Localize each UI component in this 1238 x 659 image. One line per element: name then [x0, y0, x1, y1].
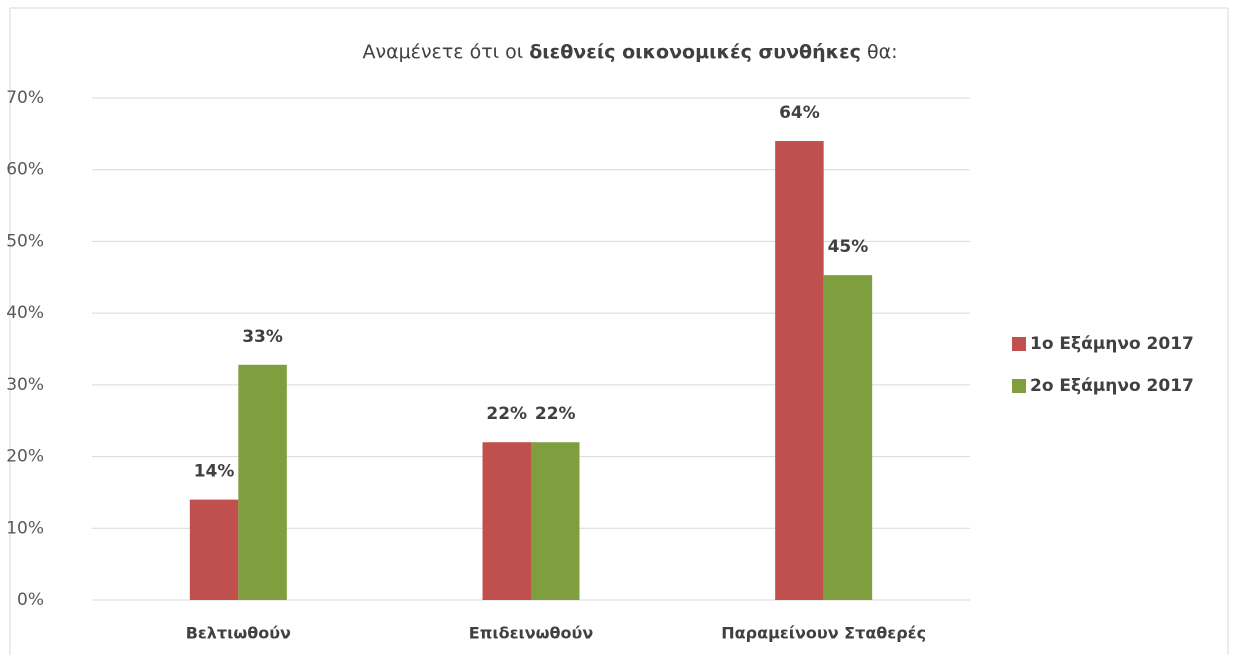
y-tick-label: 30%: [6, 375, 44, 395]
legend-label: 2ο Εξάμηνο 2017: [1030, 376, 1194, 396]
legend-label: 1ο Εξάμηνο 2017: [1030, 334, 1194, 354]
data-label: 64%: [779, 103, 820, 123]
legend-swatch: [1012, 337, 1026, 351]
bar: [531, 442, 580, 600]
y-tick-label: 0%: [17, 590, 44, 610]
bar: [238, 364, 287, 600]
data-label: 14%: [194, 462, 235, 482]
bar: [482, 442, 531, 600]
data-label: 33%: [242, 327, 283, 347]
title-part: διεθνείς οικονομικές συνθήκες: [529, 41, 861, 63]
y-tick-label: 70%: [6, 88, 44, 108]
y-tick-label: 50%: [6, 231, 44, 251]
bar: [823, 275, 873, 600]
x-tick-label: Επιδεινωθούν: [469, 624, 594, 643]
y-tick-label: 10%: [6, 518, 44, 538]
y-tick-label: 60%: [6, 160, 44, 180]
data-label: 22%: [535, 404, 576, 424]
bar: [189, 499, 239, 600]
title-part: θα:: [861, 41, 898, 63]
x-tick-label: Βελτιωθούν: [186, 624, 291, 643]
data-label: 45%: [828, 237, 869, 257]
y-tick-label: 40%: [6, 303, 44, 323]
chart-title: Αναμένετε ότι οι διεθνείς οικονομικές συ…: [362, 41, 897, 63]
x-tick-label: Παραμείνουν Σταθερές: [721, 624, 926, 643]
y-tick-label: 20%: [6, 447, 44, 467]
legend-swatch: [1012, 379, 1026, 393]
data-label: 22%: [486, 404, 527, 424]
bar: [775, 141, 824, 600]
title-part: Αναμένετε ότι οι: [362, 41, 529, 63]
